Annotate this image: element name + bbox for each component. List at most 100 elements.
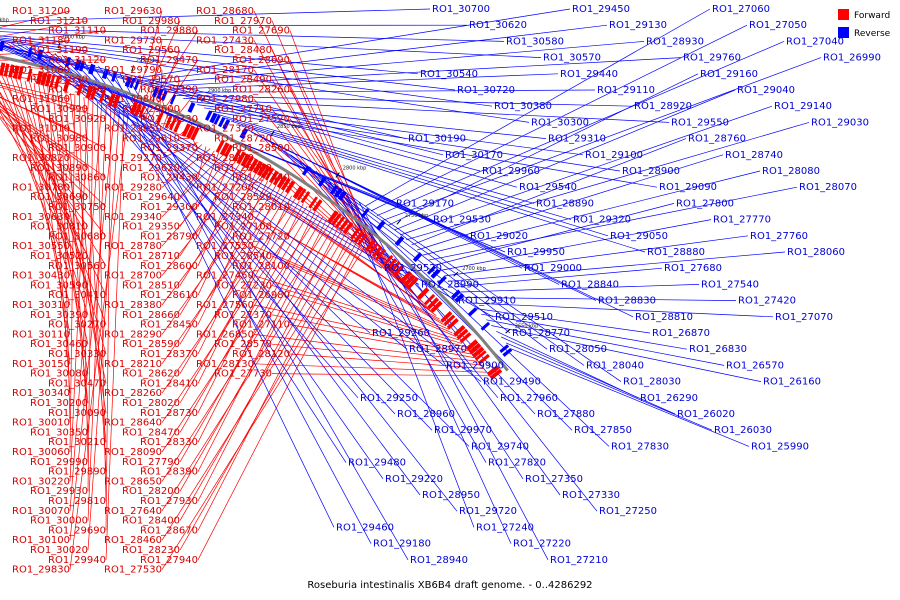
- forward-gene-label: RO1_27370: [214, 310, 272, 321]
- reverse-gene-label: RO1_30540: [420, 69, 478, 80]
- forward-gene-label: RO1_30900: [48, 143, 106, 154]
- reverse-leader-line: [203, 107, 621, 172]
- forward-gene-arrow: [440, 311, 453, 323]
- forward-gene-label: RO1_28710: [122, 251, 180, 262]
- forward-leader-line: [0, 103, 107, 178]
- reverse-leader-line: [364, 8, 711, 207]
- forward-gene-label: RO1_30920: [48, 114, 106, 125]
- reverse-leader-line: [465, 297, 737, 301]
- forward-gene-label: RO1_27230: [214, 280, 272, 291]
- forward-gene-label: RO1_29890: [48, 467, 106, 478]
- reverse-gene-label: RO1_29050: [610, 231, 668, 242]
- reverse-gene-arrow: [213, 114, 221, 125]
- reverse-leader-line: [422, 170, 761, 256]
- reverse-gene-label: RO1_29250: [360, 393, 418, 404]
- forward-gene-label: RO1_29350: [122, 222, 180, 233]
- reverse-gene-label: RO1_29110: [597, 85, 655, 96]
- forward-gene-arrow: [40, 72, 48, 86]
- forward-gene-label: RO1_27430: [196, 35, 254, 46]
- forward-leader-line: [179, 200, 300, 404]
- reverse-leader-line: [481, 313, 688, 350]
- forward-gene-arrow: [393, 264, 405, 277]
- reverse-gene-label: RO1_27770: [713, 215, 771, 226]
- forward-gene-label: RO1_30590: [30, 280, 88, 291]
- reverse-leader-line: [112, 70, 335, 528]
- forward-gene-arrow: [468, 342, 482, 355]
- reverse-leader-line: [455, 267, 663, 287]
- forward-gene-label: RO1_30110: [12, 329, 70, 340]
- forward-leader-line: [0, 10, 71, 28]
- reverse-leader-line: [98, 65, 421, 496]
- reverse-leader-line: [450, 251, 786, 282]
- reverse-gene-label: RO1_28890: [536, 198, 594, 209]
- forward-leader-line: [105, 106, 112, 531]
- kbp-tick-label: 2650 kbp: [515, 323, 539, 329]
- forward-gene-label: RO1_31180: [12, 35, 70, 46]
- reverse-gene-label: RO1_27070: [775, 312, 833, 323]
- forward-leader-line: [20, 79, 71, 335]
- forward-leader-line: [65, 91, 89, 433]
- reverse-gene-label: RO1_26830: [689, 344, 747, 355]
- reverse-leader-line: [126, 75, 409, 560]
- forward-gene-label: RO1_27980: [196, 94, 254, 105]
- reverse-gene-arrow: [151, 86, 159, 98]
- forward-leader-line: [0, 96, 107, 149]
- forward-gene-arrow: [62, 78, 71, 92]
- forward-gene-arrow: [486, 365, 500, 377]
- reverse-gene-label: RO1_26570: [726, 360, 784, 371]
- forward-gene-label: RO1_28490: [214, 75, 272, 86]
- reverse-gene-label: RO1_26290: [640, 393, 698, 404]
- forward-gene-arrow: [0, 62, 6, 76]
- reverse-leader-line: [141, 24, 608, 82]
- forward-gene-label: RO1_29730: [104, 35, 162, 46]
- reverse-leader-line: [217, 114, 535, 204]
- forward-gene-label: RO1_27110: [232, 320, 290, 331]
- forward-gene-arrow: [268, 170, 279, 184]
- reverse-gene-label: RO1_30620: [469, 20, 527, 31]
- kbp-tick-label: 3000 kbp: [61, 35, 85, 41]
- reverse-gene-arrow: [129, 78, 136, 89]
- forward-gene-label: RO1_29930: [30, 486, 88, 497]
- reverse-gene-label: RO1_27220: [513, 539, 571, 550]
- reverse-leader-line: [0, 31, 542, 58]
- reverse-leader-line: [134, 8, 571, 79]
- forward-gene-arrow: [272, 172, 283, 186]
- reverse-gene-label: RO1_27060: [712, 4, 770, 15]
- forward-gene-label: RO1_30000: [30, 516, 88, 527]
- forward-leader-line: [271, 373, 490, 377]
- forward-gene-arrow: [342, 221, 354, 235]
- forward-gene-label: RO1_26850: [196, 329, 254, 340]
- forward-gene-label: RO1_28270: [196, 153, 254, 164]
- forward-leader-line: [0, 91, 71, 276]
- reverse-leader-line: [411, 138, 687, 246]
- reverse-leader-line: [169, 89, 596, 93]
- kbp-tick-label: 2800 kbp: [343, 166, 367, 172]
- forward-leader-line: [253, 334, 478, 362]
- forward-leader-line: [161, 154, 223, 218]
- forward-gene-label: RO1_27550: [196, 241, 254, 252]
- forward-leader-line: [1, 75, 107, 296]
- forward-gene-arrow: [252, 160, 263, 174]
- reverse-gene-label: RO1_27540: [701, 279, 759, 290]
- reverse-gene-label: RO1_28080: [762, 166, 820, 177]
- reverse-leader-line: [486, 319, 725, 366]
- reverse-leader-line: [400, 105, 773, 236]
- reverse-gene-label: RO1_29130: [609, 20, 667, 31]
- forward-gene-arrow: [443, 314, 456, 326]
- forward-gene-label: RO1_29880: [140, 26, 198, 37]
- reverse-leader-line: [428, 186, 798, 261]
- forward-leader-line: [161, 190, 284, 365]
- forward-gene-label: RO1_30070: [12, 506, 70, 517]
- reverse-leader-line: [315, 170, 610, 447]
- forward-gene-label: RO1_28370: [140, 349, 198, 360]
- reverse-leader-line: [0, 40, 530, 123]
- reverse-gene-arrow: [480, 321, 491, 331]
- forward-gene-arrow: [53, 75, 61, 90]
- reverse-leader-lines: [0, 8, 822, 560]
- forward-gene-label: RO1_27340: [196, 212, 254, 223]
- reverse-leader-line: [476, 308, 651, 334]
- reverse-gene-label: RO1_29030: [811, 117, 869, 128]
- forward-gene-label: RO1_28790: [140, 231, 198, 242]
- reverse-gene-label: RO1_27250: [599, 506, 657, 517]
